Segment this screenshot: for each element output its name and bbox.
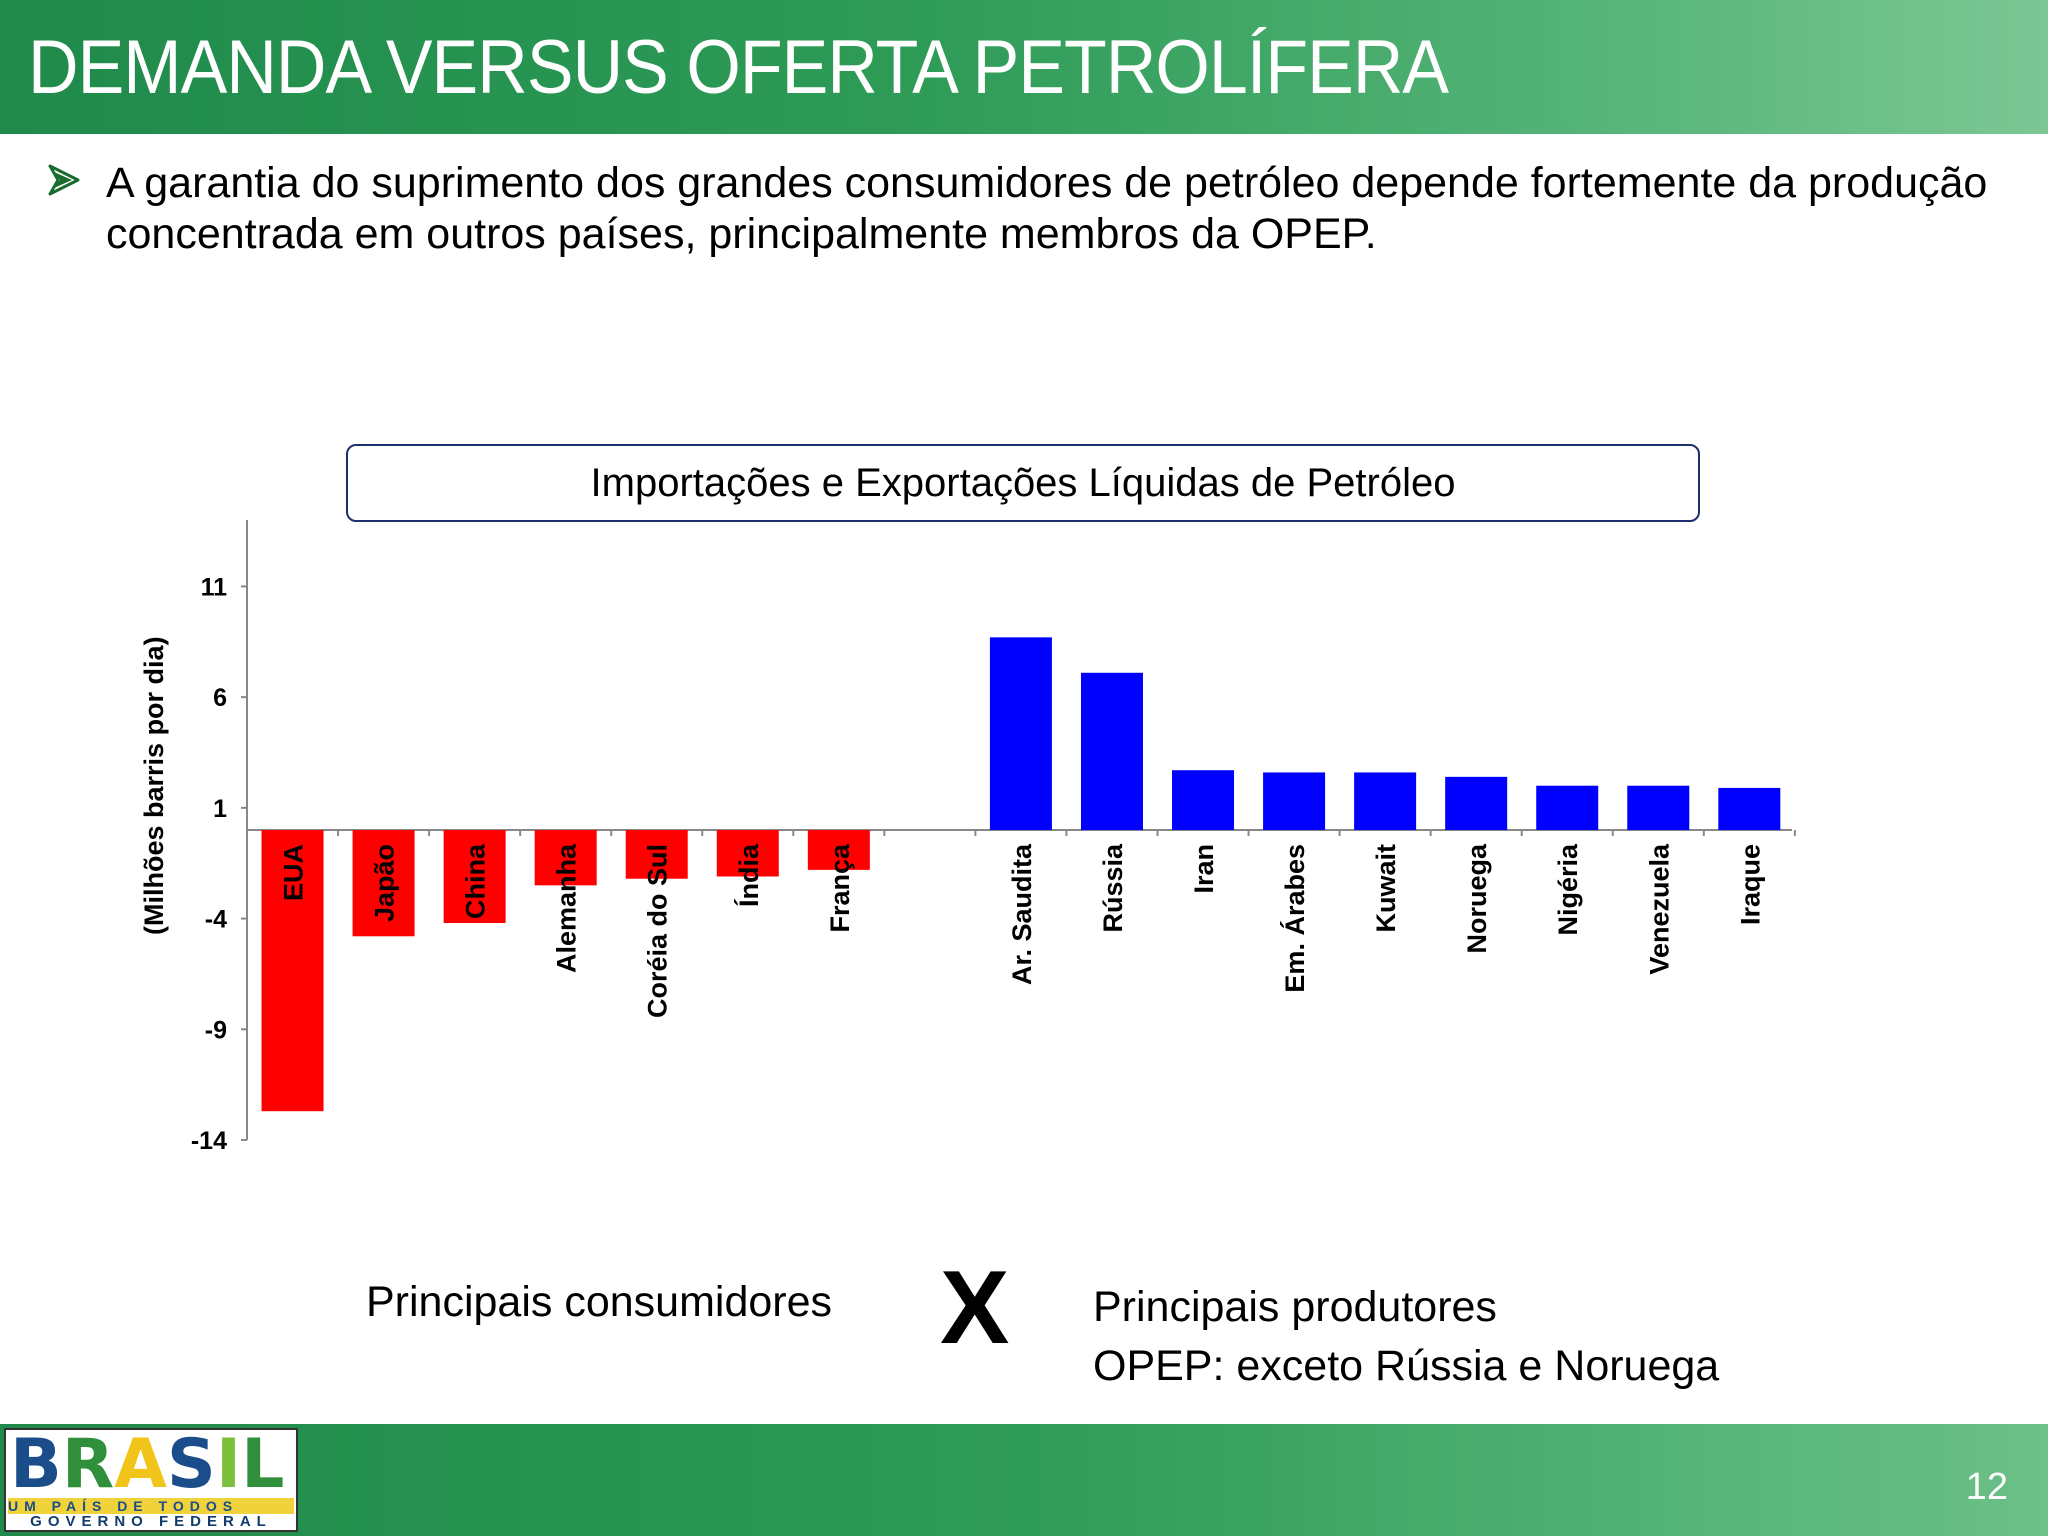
export-bar [1354, 772, 1417, 830]
export-bar [1445, 776, 1508, 830]
logo-wordmark: BRASIL [10, 1428, 285, 1504]
category-label: Ar. Saudita [1007, 843, 1037, 985]
versus-mark: X [940, 1250, 1010, 1366]
category-label: Venezuela [1644, 843, 1674, 975]
category-label: Iran [1189, 844, 1219, 894]
producers-label: Principais produtores [1093, 1283, 1497, 1331]
category-label: França [825, 843, 855, 933]
import-bar [625, 830, 688, 879]
category-label: Noruega [1462, 843, 1492, 954]
category-label: China [461, 843, 491, 919]
chart-plot-area: 11 6 1 -4 -9 -14 (Milhões barris por dia) EUA Ja… [139, 520, 1796, 1155]
consumers-label: Principais consumidores [366, 1278, 833, 1326]
y-tick-label: -9 [205, 1016, 227, 1044]
logo-tagline: UM PAÍS DE TODOS [8, 1498, 294, 1514]
export-bar [1080, 672, 1143, 830]
y-tick-label: 1 [213, 795, 227, 823]
import-bar [443, 830, 506, 923]
category-label: Iraque [1735, 844, 1765, 925]
import-bar [807, 830, 870, 870]
export-bar [1263, 772, 1326, 830]
y-tick-label: 6 [213, 684, 227, 712]
export-bar [1718, 787, 1781, 830]
import-bar [534, 830, 597, 886]
import-bar [716, 830, 779, 877]
slide-title: DEMANDA VERSUS OFERTA PETROLÍFERA [28, 25, 1449, 110]
category-label: Nigéria [1553, 843, 1583, 936]
category-label: Rússia [1098, 843, 1128, 933]
brasil-logo: BRASIL UM PAÍS DE TODOS GOVERNO FEDERAL [4, 1428, 298, 1532]
export-bar [1536, 785, 1599, 830]
producers-block: Principais produtores OPEP: exceto Rússi… [1093, 1278, 1719, 1396]
category-label: EUA [279, 844, 309, 901]
category-label: Japão [370, 844, 400, 922]
y-tick-label: -14 [191, 1127, 227, 1155]
producers-note: OPEP: exceto Rússia e Noruega [1093, 1342, 1720, 1390]
category-label: Alemanha [552, 843, 582, 973]
export-bar [1627, 785, 1690, 830]
category-label: Índia [733, 843, 764, 907]
category-label: Kuwait [1371, 844, 1401, 933]
y-axis-label: (Milhões barris por dia) [139, 636, 169, 935]
logo-subtitle: GOVERNO FEDERAL [30, 1513, 272, 1530]
import-bar [261, 830, 324, 1112]
export-bar [1172, 770, 1235, 830]
y-tick-label: -4 [205, 906, 227, 934]
import-bar [352, 830, 415, 937]
category-label: Coréia do Sul [643, 844, 673, 1018]
category-label: Em. Árabes [1279, 844, 1310, 993]
export-bar [989, 637, 1052, 830]
bullet-text: A garantia do suprimento dos grandes con… [106, 159, 1988, 258]
y-tick-label: 11 [201, 573, 228, 601]
arrow-bullet-icon [48, 164, 80, 196]
title-bar [0, 0, 2048, 134]
footer-bar [0, 1424, 2048, 1536]
chart-title: Importações e Exportações Líquidas de Pe… [346, 444, 1700, 522]
bar-chart: 11 6 1 -4 -9 -14 (Milhões barris por dia) EUA Ja… [139, 520, 1796, 1155]
page-number: 12 [1965, 1466, 2008, 1508]
